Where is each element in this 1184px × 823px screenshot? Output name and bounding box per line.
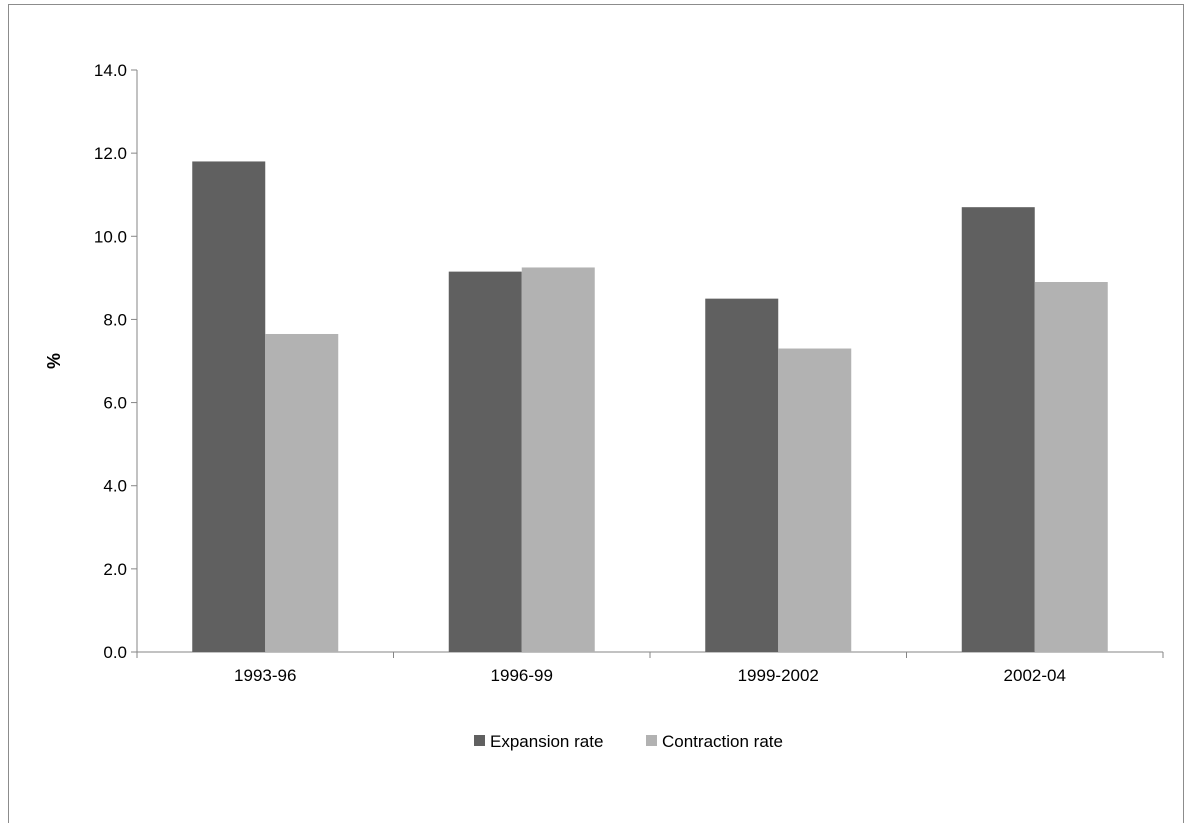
x-category-label: 1999-2002 xyxy=(738,666,819,685)
x-category-label: 2002-04 xyxy=(1004,666,1066,685)
bar-contraction-rate-2002-04 xyxy=(1034,282,1108,652)
bar-expansion-rate-1993-96 xyxy=(192,161,266,652)
y-tick-label: 12.0 xyxy=(94,144,127,163)
bar-contraction-rate-1993-96 xyxy=(265,333,339,652)
y-tick-label: 10.0 xyxy=(94,227,127,246)
y-axis-label: % xyxy=(44,353,64,369)
legend-swatch xyxy=(474,735,485,746)
legend-swatch xyxy=(646,735,657,746)
y-axis: 0.0 2.0 4.0 6.0 8.0 10.0 12.0 14.0 xyxy=(94,61,138,662)
bars xyxy=(192,161,1108,652)
x-category-label: 1993-96 xyxy=(234,666,296,685)
legend-label: Expansion rate xyxy=(490,732,603,751)
x-axis: 1993-96 1996-99 1999-2002 2002-04 xyxy=(136,651,1164,685)
y-tick-label: 2.0 xyxy=(103,560,127,579)
y-tick-label: 8.0 xyxy=(103,310,127,329)
bar-expansion-rate-2002-04 xyxy=(961,207,1035,652)
y-tick-label: 6.0 xyxy=(103,394,127,413)
y-tick-label: 4.0 xyxy=(103,477,127,496)
y-tick-label: 14.0 xyxy=(94,61,127,80)
bar-contraction-rate-1996-99 xyxy=(521,267,595,652)
y-tick-label: 0.0 xyxy=(103,643,127,662)
legend-label: Contraction rate xyxy=(662,732,783,751)
bar-expansion-rate-1999-2002 xyxy=(705,298,779,652)
bar-contraction-rate-1999-2002 xyxy=(778,348,852,652)
legend: Expansion rate Contraction rate xyxy=(474,732,783,751)
x-category-label: 1996-99 xyxy=(491,666,553,685)
bar-expansion-rate-1996-99 xyxy=(448,271,522,652)
